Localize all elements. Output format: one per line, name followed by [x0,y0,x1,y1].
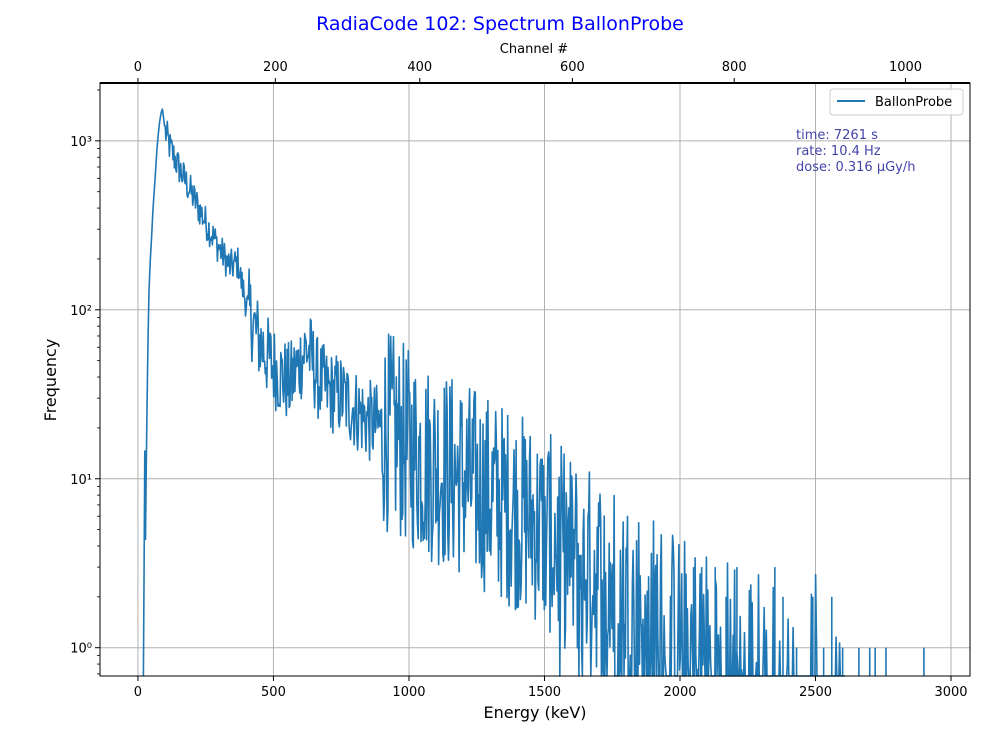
y-tick-label: 10⁰ [70,642,92,657]
x2-tick-label: 0 [134,60,142,75]
x2-tick-label: 1000 [889,60,922,75]
x-tick-label: 1500 [528,685,561,700]
legend-label: BallonProbe [875,95,952,110]
x-tick-label: 2000 [663,685,696,700]
y-axis-label: Frequency [41,339,60,422]
y-tick-label: 10² [70,304,92,319]
annotation-time: time: 7261 s [796,128,878,143]
grid-layer [100,83,970,676]
x2-tick-label: 600 [560,60,585,75]
x2-axis-label: Channel # [500,42,568,57]
x-tick-label: 0 [134,685,142,700]
y-tick-label: 10³ [70,135,92,150]
stats-annotation: time: 7261 s rate: 10.4 Hz dose: 0.316 μ… [796,128,916,175]
annotation-rate: rate: 10.4 Hz [796,144,881,159]
legend-box [829,88,964,116]
x-tick-label: 2500 [799,685,832,700]
series-line-ballonprobe [142,108,846,677]
series-layer [142,108,925,677]
y-tick-label: 10¹ [70,473,92,488]
annotation-dose: dose: 0.316 μGy/h [796,160,916,175]
legend: BallonProbe [829,88,964,116]
axes-layer: 0 500 1000 1500 2000 2500 3000 10⁰ 10¹ 10² 10³ 0 200… [70,60,971,700]
chart-title: RadiaCode 102: Spectrum BallonProbe [316,13,684,35]
x-tick-label: 3000 [934,685,967,700]
x-tick-label: 1000 [392,685,425,700]
x-axis-label: Energy (keV) [483,703,586,722]
x2-tick-label: 800 [722,60,747,75]
x-tick-label: 500 [261,685,286,700]
x2-tick-label: 400 [407,60,432,75]
x2-tick-label: 200 [263,60,288,75]
